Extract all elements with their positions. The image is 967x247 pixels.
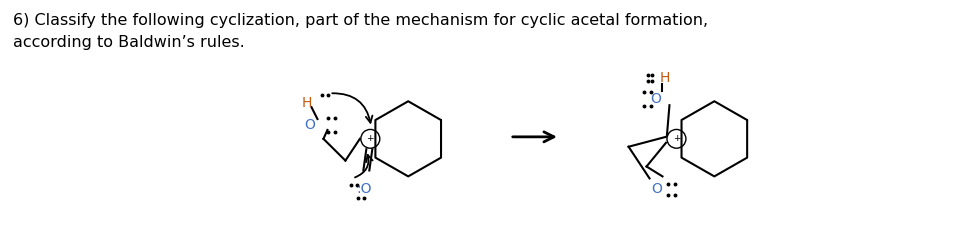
Text: +: +	[366, 134, 374, 143]
Text: +: +	[673, 134, 680, 143]
Text: H: H	[659, 71, 670, 84]
Text: O: O	[651, 182, 662, 196]
Text: :O: :O	[357, 182, 372, 196]
Text: H: H	[302, 96, 312, 110]
Text: according to Baldwin’s rules.: according to Baldwin’s rules.	[14, 35, 245, 50]
Text: O: O	[651, 92, 661, 106]
Text: O: O	[305, 118, 315, 132]
Text: 6) Classify the following cyclization, part of the mechanism for cyclic acetal f: 6) Classify the following cyclization, p…	[14, 13, 709, 28]
